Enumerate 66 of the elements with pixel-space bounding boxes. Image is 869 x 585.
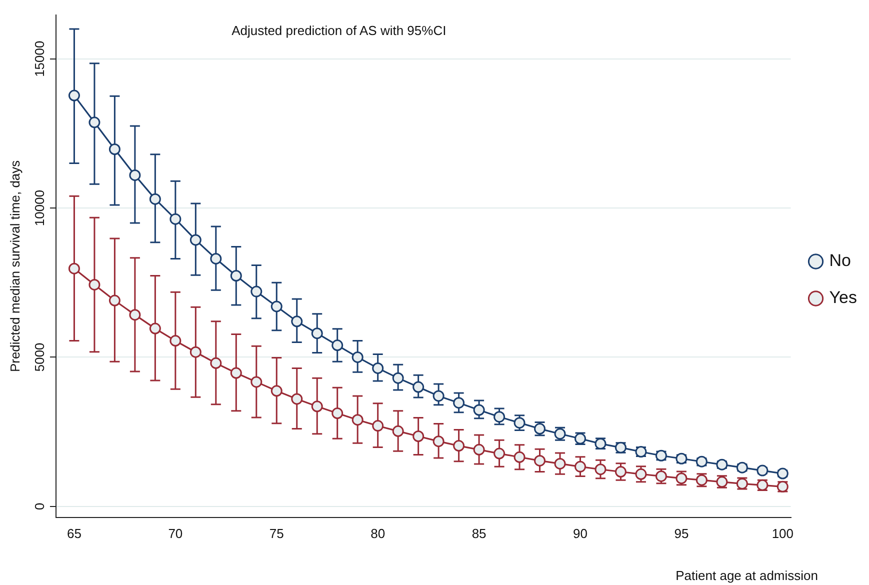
point bbox=[534, 454, 546, 466]
point bbox=[170, 213, 182, 225]
y-tick-label: 5000 bbox=[32, 342, 48, 372]
point bbox=[88, 278, 100, 290]
point bbox=[494, 448, 506, 460]
point bbox=[514, 451, 526, 463]
point bbox=[332, 408, 344, 420]
point bbox=[473, 444, 485, 456]
point bbox=[453, 397, 465, 409]
x-tick-label: 85 bbox=[472, 526, 486, 541]
point bbox=[311, 400, 323, 412]
y-axis-title: Predicted median survival time, days bbox=[8, 160, 23, 372]
point bbox=[432, 390, 444, 402]
point bbox=[352, 414, 364, 426]
point bbox=[554, 458, 566, 470]
point bbox=[230, 270, 242, 282]
point bbox=[311, 328, 323, 340]
text: Adjusted prediction of AS with 95%CI bbox=[232, 23, 446, 38]
point bbox=[270, 385, 282, 397]
point bbox=[170, 335, 182, 347]
point bbox=[352, 351, 364, 363]
x-tick-label: 70 bbox=[168, 526, 183, 541]
point bbox=[210, 252, 222, 264]
point bbox=[210, 357, 222, 369]
point bbox=[392, 425, 404, 437]
x-tick-label: 65 bbox=[66, 526, 82, 541]
point bbox=[372, 420, 384, 432]
point bbox=[149, 322, 161, 334]
point bbox=[432, 436, 444, 448]
point bbox=[291, 393, 303, 405]
point bbox=[250, 376, 262, 388]
point bbox=[68, 90, 80, 102]
point bbox=[250, 286, 262, 298]
point bbox=[129, 169, 141, 181]
x-axis-title: Patient age at admission bbox=[676, 568, 818, 584]
y-tick-label: 0 bbox=[32, 502, 48, 510]
x-tick-label: 100 bbox=[772, 526, 794, 541]
legend-label: Yes bbox=[829, 288, 857, 308]
point bbox=[574, 460, 586, 472]
y-tick-label: 15000 bbox=[32, 40, 48, 77]
point bbox=[230, 367, 242, 379]
point bbox=[190, 346, 202, 358]
y-tick-label: 10000 bbox=[32, 190, 48, 226]
point bbox=[412, 381, 424, 393]
point bbox=[149, 193, 161, 205]
point bbox=[473, 404, 485, 416]
point bbox=[453, 440, 465, 452]
x-tick-label: 95 bbox=[674, 526, 689, 541]
x-tick-label: 80 bbox=[370, 526, 386, 541]
point bbox=[614, 466, 626, 478]
point bbox=[108, 144, 120, 155]
legend-label: No bbox=[829, 251, 851, 270]
point bbox=[88, 116, 100, 128]
point bbox=[392, 372, 404, 384]
point bbox=[412, 430, 424, 442]
x-tick-label: 75 bbox=[269, 526, 284, 541]
point bbox=[68, 262, 80, 274]
point bbox=[129, 309, 141, 321]
point bbox=[190, 234, 202, 246]
point bbox=[372, 362, 384, 374]
point bbox=[332, 340, 344, 352]
point bbox=[108, 294, 120, 306]
point bbox=[594, 464, 606, 476]
point bbox=[270, 300, 282, 312]
x-tick-label: 90 bbox=[573, 526, 588, 541]
point bbox=[291, 316, 303, 328]
